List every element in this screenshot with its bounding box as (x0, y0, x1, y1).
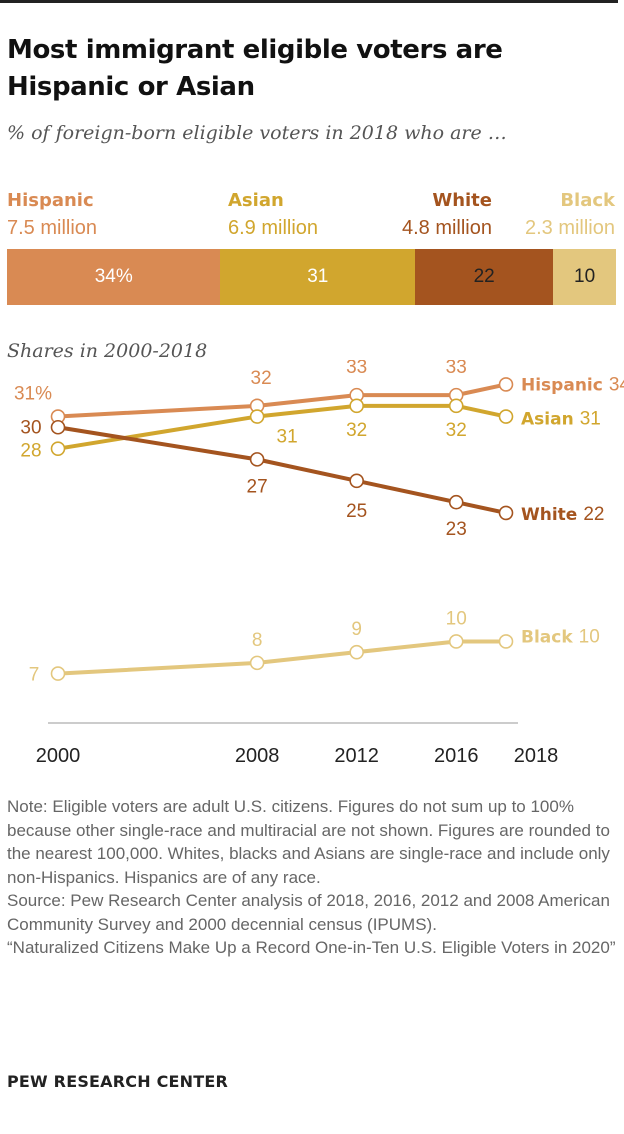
data-point-black-2016 (448, 634, 464, 649)
x-tick-label-2008: 2008 (235, 745, 280, 767)
x-tick-label-2016: 2016 (434, 745, 479, 767)
legend-white-count: 4.8 million (401, 217, 492, 239)
data-label-asian-2008: 31 (277, 427, 298, 448)
legend-asian-name: Asian (228, 190, 284, 211)
legend-hispanic-count: 7.5 million (7, 217, 98, 239)
data-label-hispanic-2016: 33 (446, 360, 467, 378)
bar-segment-hispanic: 34% (7, 249, 221, 305)
data-point-asian-2016 (448, 398, 464, 414)
bar-value-hispanic: 34% (94, 266, 133, 287)
data-point-black-2018 (498, 634, 514, 649)
bar-segment-black: 10 (553, 249, 616, 305)
brand-logo-text: PEW RESEARCH CENTER (7, 1072, 229, 1091)
data-label-hispanic-2000: 31% (14, 384, 52, 405)
x-tick-label-2018: 2018 (514, 745, 559, 767)
data-point-white-2012 (349, 473, 364, 489)
series-line-hispanic (56, 382, 508, 419)
data-point-white-2016 (448, 494, 464, 510)
legend-asian-count: 6.9 million (228, 217, 319, 239)
data-point-asian-2000 (50, 441, 66, 456)
legend-black-count: 2.3 million (524, 217, 615, 239)
data-label-black-2016: 10 (446, 608, 467, 629)
bar-segment-asian: 31 (220, 249, 416, 305)
end-label-hispanic: Hispanic34 (521, 374, 624, 395)
data-point-black-2008 (249, 655, 265, 671)
legend-white-name: White (432, 190, 492, 211)
note-text: Note: Eligible voters are adult U.S. cit… (7, 797, 610, 887)
end-label-asian: Asian 31 (521, 409, 601, 430)
notes-block: Note: Eligible voters are adult U.S. cit… (7, 795, 619, 960)
data-label-white-2012: 25 (346, 501, 367, 522)
bar-value-asian: 31 (307, 266, 329, 287)
data-label-asian-2000: 28 (20, 441, 41, 462)
data-point-white-2018 (498, 505, 514, 521)
chart-subtitle: % of foreign-born eligible voters in 201… (7, 122, 507, 144)
top-rule (0, 0, 618, 3)
report-title: “Naturalized Citizens Make Up a Record O… (7, 938, 616, 957)
x-tick-label-2012: 2012 (334, 745, 379, 767)
data-point-hispanic-2018 (498, 377, 514, 392)
data-point-white-2008 (249, 452, 265, 467)
chart-title: Most immigrant eligible voters are Hispa… (7, 35, 503, 102)
data-label-white-2000: 30 (20, 417, 41, 438)
data-point-black-2000 (50, 666, 66, 681)
bar-segment-white: 22 (415, 249, 554, 305)
data-point-asian-2012 (349, 398, 364, 414)
end-label-white: White 22 (521, 504, 604, 525)
data-label-asian-2016: 32 (446, 420, 467, 441)
series-line-black (56, 639, 508, 676)
data-point-asian-2018 (498, 409, 514, 424)
bar-value-white: 22 (473, 266, 495, 287)
source-text: Source: Pew Research Center analysis of … (7, 891, 610, 934)
legend-hispanic-name: Hispanic (7, 190, 94, 211)
data-label-black-2000: 7 (29, 665, 40, 686)
data-point-black-2012 (349, 644, 364, 660)
data-label-black-2012: 9 (351, 619, 362, 640)
line-chart: 2000 2008 2012 2016 2018 31% 32 33 33 Hispanic34 2… (14, 360, 624, 767)
data-label-white-2016: 23 (446, 519, 467, 540)
data-label-asian-2012: 32 (346, 420, 367, 441)
data-label-black-2008: 8 (252, 630, 263, 651)
x-tick-label-2000: 2000 (36, 745, 81, 767)
legend-black-name: Black (560, 190, 615, 211)
bar-value-black: 10 (574, 266, 596, 287)
data-point-asian-2008 (249, 409, 265, 424)
data-point-white-2000 (50, 419, 66, 435)
data-label-white-2008: 27 (247, 476, 268, 497)
data-label-hispanic-2012: 33 (346, 360, 367, 378)
data-label-hispanic-2008: 32 (251, 368, 272, 389)
end-label-black: Black 10 (521, 626, 600, 647)
line-chart-label: Shares in 2000-2018 (7, 340, 208, 362)
